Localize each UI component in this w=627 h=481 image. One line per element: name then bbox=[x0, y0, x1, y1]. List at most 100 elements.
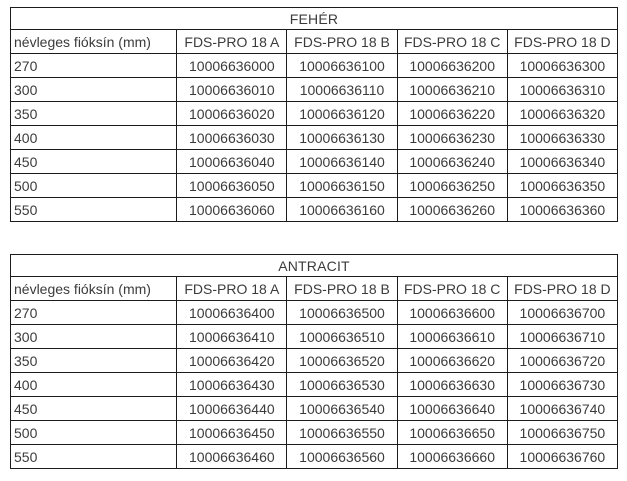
article-code-cell: 10006636230 bbox=[396, 125, 508, 150]
article-code-cell: 10006636620 bbox=[396, 348, 508, 373]
rail-size-cell: 350 bbox=[9, 348, 178, 373]
article-code-cell: 10006636360 bbox=[506, 197, 619, 222]
table-row: 350 10006636020 10006636120 10006636220 1000… bbox=[9, 101, 619, 126]
rail-size-cell: 300 bbox=[9, 77, 178, 102]
article-code-cell: 10006636040 bbox=[176, 149, 288, 174]
column-header-row: névleges fióksín (mm) FDS-PRO 18 A FDS-PRO… bbox=[9, 29, 619, 54]
article-code-cell: 10006636240 bbox=[396, 149, 508, 174]
article-code-cell: 10006636330 bbox=[506, 125, 619, 150]
article-code-cell: 10006636100 bbox=[286, 53, 398, 78]
table-row: 350 10006636420 10006636520 10006636620 1000… bbox=[9, 348, 619, 373]
article-code-cell: 10006636050 bbox=[176, 173, 288, 198]
article-code-cell: 10006636320 bbox=[506, 101, 619, 126]
table-row: 300 10006636410 10006636510 10006636610 1000… bbox=[9, 324, 619, 349]
article-code-cell: 10006636440 bbox=[176, 396, 288, 421]
column-header: FDS-PRO 18 C bbox=[396, 29, 508, 54]
article-code-cell: 10006636740 bbox=[506, 396, 619, 421]
column-header: FDS-PRO 18 C bbox=[396, 276, 508, 301]
column-header: FDS-PRO 18 B bbox=[286, 29, 398, 54]
article-code-cell: 10006636510 bbox=[286, 324, 398, 349]
table-row: 550 10006636060 10006636160 10006636260 1000… bbox=[9, 197, 619, 222]
color-variant-table: ANTRACIT névleges fióksín (mm) FDS-PRO 18 … bbox=[9, 254, 619, 469]
article-code-cell: 10006636160 bbox=[286, 197, 398, 222]
article-code-cell: 10006636400 bbox=[176, 300, 288, 325]
rail-size-cell: 300 bbox=[9, 324, 178, 349]
rail-size-cell: 400 bbox=[9, 125, 178, 150]
article-code-cell: 10006636430 bbox=[176, 372, 288, 397]
column-header: FDS-PRO 18 B bbox=[286, 276, 398, 301]
column-header: FDS-PRO 18 A bbox=[176, 29, 288, 54]
article-code-cell: 10006636530 bbox=[286, 372, 398, 397]
article-code-cell: 10006636640 bbox=[396, 396, 508, 421]
rail-size-cell: 550 bbox=[9, 197, 178, 222]
article-code-cell: 10006636540 bbox=[286, 396, 398, 421]
rail-size-cell: 450 bbox=[9, 396, 178, 421]
column-header: FDS-PRO 18 A bbox=[176, 276, 288, 301]
article-code-cell: 10006636350 bbox=[506, 173, 619, 198]
rail-size-cell: 500 bbox=[9, 420, 178, 445]
article-code-cell: 10006636300 bbox=[506, 53, 619, 78]
article-code-cell: 10006636750 bbox=[506, 420, 619, 445]
article-code-cell: 10006636030 bbox=[176, 125, 288, 150]
article-code-cell: 10006636710 bbox=[506, 324, 619, 349]
table-row: 400 10006636430 10006636530 10006636630 1000… bbox=[9, 372, 619, 397]
article-code-cell: 10006636000 bbox=[176, 53, 288, 78]
article-code-cell: 10006636220 bbox=[396, 101, 508, 126]
article-code-cell: 10006636150 bbox=[286, 173, 398, 198]
rail-size-cell: 550 bbox=[9, 444, 178, 469]
article-code-cell: 10006636210 bbox=[396, 77, 508, 102]
article-code-cell: 10006636700 bbox=[506, 300, 619, 325]
article-code-cell: 10006636720 bbox=[506, 348, 619, 373]
rail-size-cell: 270 bbox=[9, 300, 178, 325]
article-code-cell: 10006636610 bbox=[396, 324, 508, 349]
article-code-cell: 10006636020 bbox=[176, 101, 288, 126]
color-variant-table: FEHÉR névleges fióksín (mm) FDS-PRO 18 A FD… bbox=[9, 7, 619, 222]
article-code-cell: 10006636550 bbox=[286, 420, 398, 445]
table-row: 450 10006636040 10006636140 10006636240 1000… bbox=[9, 149, 619, 174]
article-code-cell: 10006636760 bbox=[506, 444, 619, 469]
column-header: FDS-PRO 18 D bbox=[506, 29, 619, 54]
table-row: 550 10006636460 10006636560 10006636660 1000… bbox=[9, 444, 619, 469]
column-header: FDS-PRO 18 D bbox=[506, 276, 619, 301]
row-header-label: névleges fióksín (mm) bbox=[9, 29, 178, 54]
table-title-row: ANTRACIT bbox=[10, 254, 618, 277]
rail-size-cell: 350 bbox=[9, 101, 178, 126]
article-code-cell: 10006636010 bbox=[176, 77, 288, 102]
article-code-cell: 10006636410 bbox=[176, 324, 288, 349]
table-title: FEHÉR bbox=[10, 7, 618, 30]
rail-size-cell: 400 bbox=[9, 372, 178, 397]
article-code-cell: 10006636310 bbox=[506, 77, 619, 102]
article-code-cell: 10006636630 bbox=[396, 372, 508, 397]
article-code-cell: 10006636660 bbox=[396, 444, 508, 469]
article-code-cell: 10006636600 bbox=[396, 300, 508, 325]
column-header-row: névleges fióksín (mm) FDS-PRO 18 A FDS-PRO… bbox=[9, 276, 619, 301]
article-code-cell: 10006636560 bbox=[286, 444, 398, 469]
article-code-cell: 10006636650 bbox=[396, 420, 508, 445]
article-code-cell: 10006636260 bbox=[396, 197, 508, 222]
article-code-cell: 10006636110 bbox=[286, 77, 398, 102]
article-code-cell: 10006636340 bbox=[506, 149, 619, 174]
table-row: 400 10006636030 10006636130 10006636230 1000… bbox=[9, 125, 619, 150]
row-header-label: névleges fióksín (mm) bbox=[9, 276, 178, 301]
table-row: 500 10006636450 10006636550 10006636650 1000… bbox=[9, 420, 619, 445]
article-code-cell: 10006636730 bbox=[506, 372, 619, 397]
rail-size-cell: 270 bbox=[9, 53, 178, 78]
table-row: 270 10006636400 10006636500 10006636600 1000… bbox=[9, 300, 619, 325]
article-code-cell: 10006636460 bbox=[176, 444, 288, 469]
table-title: ANTRACIT bbox=[10, 254, 618, 277]
table-title-row: FEHÉR bbox=[10, 7, 618, 30]
article-code-cell: 10006636120 bbox=[286, 101, 398, 126]
rail-size-cell: 500 bbox=[9, 173, 178, 198]
article-code-cell: 10006636140 bbox=[286, 149, 398, 174]
catalog-page: FEHÉR névleges fióksín (mm) FDS-PRO 18 A FD… bbox=[9, 7, 619, 469]
table-row: 300 10006636010 10006636110 10006636210 1000… bbox=[9, 77, 619, 102]
table-row: 500 10006636050 10006636150 10006636250 1000… bbox=[9, 173, 619, 198]
article-code-cell: 10006636500 bbox=[286, 300, 398, 325]
article-code-cell: 10006636130 bbox=[286, 125, 398, 150]
article-code-cell: 10006636450 bbox=[176, 420, 288, 445]
table-row: 270 10006636000 10006636100 10006636200 1000… bbox=[9, 53, 619, 78]
article-code-cell: 10006636060 bbox=[176, 197, 288, 222]
table-row: 450 10006636440 10006636540 10006636640 1000… bbox=[9, 396, 619, 421]
article-code-cell: 10006636420 bbox=[176, 348, 288, 373]
article-code-cell: 10006636250 bbox=[396, 173, 508, 198]
